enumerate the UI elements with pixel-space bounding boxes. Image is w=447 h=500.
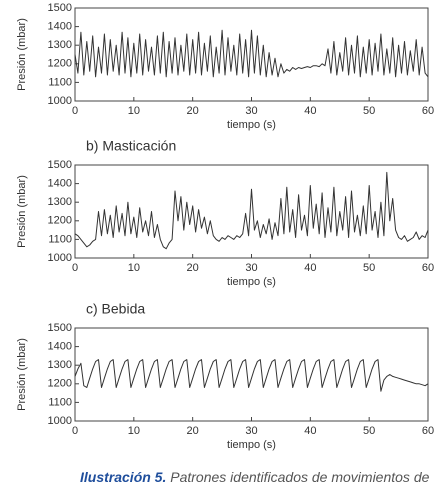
x-tick-label: 0 <box>72 105 78 117</box>
x-tick-label: 50 <box>363 262 375 274</box>
signal-line <box>74 29 429 78</box>
x-tick-label: 60 <box>422 262 434 274</box>
y-tick-label: 1500 <box>48 322 72 334</box>
x-tick-label: 10 <box>128 262 140 274</box>
x-tick-label: 0 <box>72 262 78 274</box>
y-tick-label: 1100 <box>48 396 72 408</box>
x-tick-label: 20 <box>187 425 199 437</box>
chart-title: b) Masticación <box>86 138 176 154</box>
y-tick-label: 1100 <box>48 76 72 88</box>
y-axis-label: Presión (mbar) <box>16 175 28 248</box>
caption-text: Patrones identificados de movimientos de <box>170 469 429 485</box>
x-tick-label: 30 <box>245 262 257 274</box>
caption-label: Ilustración 5. <box>80 469 166 485</box>
y-tick-label: 1000 <box>48 415 72 427</box>
x-tick-label: 60 <box>422 105 434 117</box>
y-tick-label: 1400 <box>48 21 72 33</box>
x-tick-label: 10 <box>128 425 140 437</box>
x-tick-label: 20 <box>187 105 199 117</box>
plot-frame <box>74 7 429 102</box>
x-tick-label: 40 <box>304 425 316 437</box>
y-tick-label: 1400 <box>48 178 72 190</box>
signal-line <box>74 359 429 392</box>
chart-title: c) Bebida <box>86 301 145 317</box>
x-axis-label: tiempo (s) <box>227 119 276 131</box>
y-tick-label: 1300 <box>48 39 72 51</box>
y-axis-label: Presión (mbar) <box>16 338 28 411</box>
y-tick-label: 1200 <box>48 58 72 70</box>
y-tick-label: 1000 <box>48 252 72 264</box>
y-tick-label: 1400 <box>48 341 72 353</box>
y-axis-label: Presión (mbar) <box>16 18 28 91</box>
y-tick-label: 1300 <box>48 196 72 208</box>
y-tick-label: 1500 <box>48 2 72 14</box>
x-tick-label: 30 <box>245 105 257 117</box>
y-tick-label: 1000 <box>48 95 72 107</box>
x-tick-label: 40 <box>304 262 316 274</box>
x-tick-label: 0 <box>72 425 78 437</box>
signal-line <box>74 171 429 250</box>
y-tick-label: 1100 <box>48 233 72 245</box>
x-tick-label: 40 <box>304 105 316 117</box>
caption: Ilustración 5. Patrones identificados de… <box>80 469 430 485</box>
x-tick-label: 50 <box>363 105 375 117</box>
y-tick-label: 1500 <box>48 159 72 171</box>
x-tick-label: 10 <box>128 105 140 117</box>
plot-frame <box>74 327 429 422</box>
x-axis-label: tiempo (s) <box>227 276 276 288</box>
x-tick-label: 20 <box>187 262 199 274</box>
x-tick-label: 50 <box>363 425 375 437</box>
y-tick-label: 1200 <box>48 378 72 390</box>
y-tick-label: 1200 <box>48 215 72 227</box>
x-axis-label: tiempo (s) <box>227 439 276 451</box>
x-tick-label: 60 <box>422 425 434 437</box>
x-tick-label: 30 <box>245 425 257 437</box>
y-tick-label: 1300 <box>48 359 72 371</box>
